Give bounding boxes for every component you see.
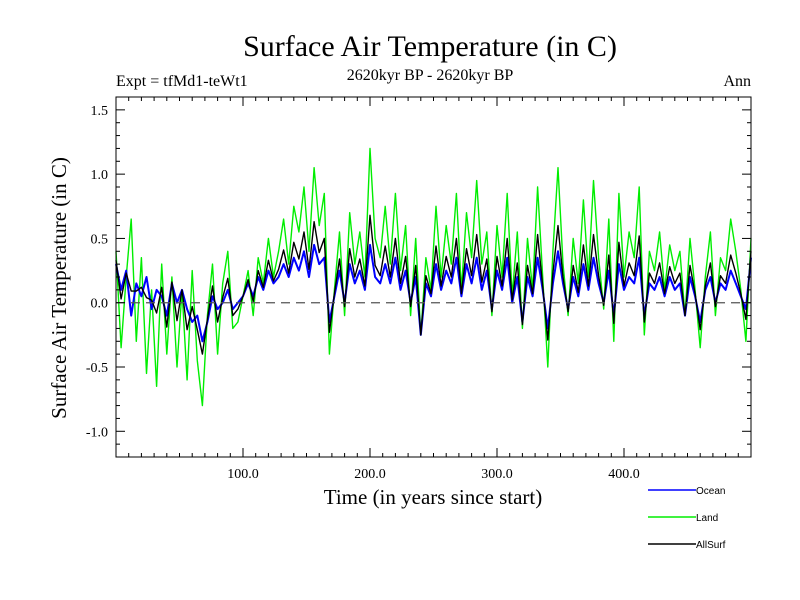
legend-label-ocean: Ocean (696, 486, 725, 497)
series-layer (115, 147, 752, 407)
legend-label-land: Land (696, 513, 718, 524)
x-tick-label: 100.0 (227, 467, 259, 482)
legend-label-allsurf: AllSurf (696, 540, 726, 551)
period-label: Ann (723, 73, 751, 90)
y-tick-label: 1.5 (91, 104, 109, 119)
x-tick-label: 300.0 (481, 467, 513, 482)
expt-label: Expt = tfMd1-teWt1 (116, 73, 248, 90)
series-line-land (115, 147, 752, 407)
y-axis-label: Surface Air Temperature (in C) (47, 157, 71, 419)
y-tick-label: 1.0 (91, 168, 109, 183)
y-tick-label: -0.5 (86, 361, 108, 376)
series-line-allsurf (115, 214, 752, 355)
x-tick-label: 400.0 (608, 467, 640, 482)
chart-title: Surface Air Temperature (in C) (243, 30, 617, 63)
y-tick-label: -1.0 (86, 425, 108, 440)
y-tick-label: 0.0 (91, 297, 109, 312)
y-tick-label: 0.5 (91, 232, 109, 247)
legend: Ocean Land AllSurf (648, 486, 726, 551)
chart-subtitle: 2620kyr BP - 2620kyr BP (347, 67, 514, 84)
x-tick-label: 200.0 (354, 467, 386, 482)
x-axis-label: Time (in years since start) (324, 485, 543, 509)
ticks-layer: 100.0 200.0 300.0 400.0 -1.0 -0.5 0.0 0.5 1.0 1.5 (86, 97, 751, 482)
